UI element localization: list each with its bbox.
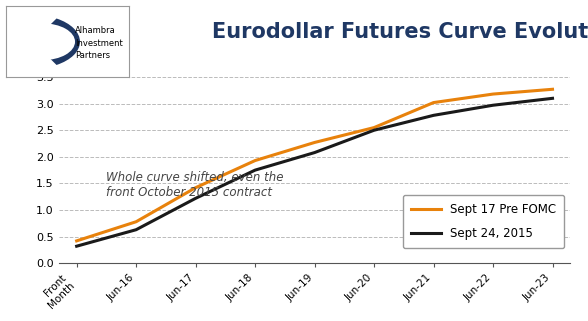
- Sept 24, 2015: [370, 128, 377, 132]
- Sept 24, 2015: [430, 113, 437, 117]
- Bar: [6, 6, 33, 77]
- Text: Whole curve shifted, even the
front October 2015 contract: Whole curve shifted, even the front Octo…: [106, 171, 284, 199]
- Sept 17 Pre FOMC: [430, 101, 437, 105]
- Text: Alhambra
Investment
Partners: Alhambra Investment Partners: [75, 26, 123, 60]
- Sept 17 Pre FOMC: [133, 220, 140, 224]
- Sept 24, 2015: [192, 196, 199, 200]
- Circle shape: [11, 23, 75, 60]
- Line: Sept 17 Pre FOMC: Sept 17 Pre FOMC: [76, 89, 553, 241]
- Legend: Sept 17 Pre FOMC, Sept 24, 2015: Sept 17 Pre FOMC, Sept 24, 2015: [403, 195, 564, 248]
- Sept 24, 2015: [549, 96, 556, 100]
- Sept 17 Pre FOMC: [252, 159, 259, 162]
- Sept 17 Pre FOMC: [489, 92, 496, 96]
- Line: Sept 24, 2015: Sept 24, 2015: [76, 98, 553, 246]
- Sept 24, 2015: [73, 244, 80, 248]
- Sept 24, 2015: [252, 168, 259, 172]
- Sept 17 Pre FOMC: [192, 186, 199, 190]
- Sept 24, 2015: [311, 151, 318, 154]
- Sept 24, 2015: [133, 228, 140, 232]
- Sept 24, 2015: [489, 103, 496, 107]
- Sept 17 Pre FOMC: [311, 141, 318, 144]
- Sept 17 Pre FOMC: [549, 87, 556, 91]
- Text: Eurodollar Futures Curve Evolution: Eurodollar Futures Curve Evolution: [212, 22, 588, 42]
- Sept 17 Pre FOMC: [73, 239, 80, 243]
- Sept 17 Pre FOMC: [370, 126, 377, 129]
- Wedge shape: [33, 19, 80, 65]
